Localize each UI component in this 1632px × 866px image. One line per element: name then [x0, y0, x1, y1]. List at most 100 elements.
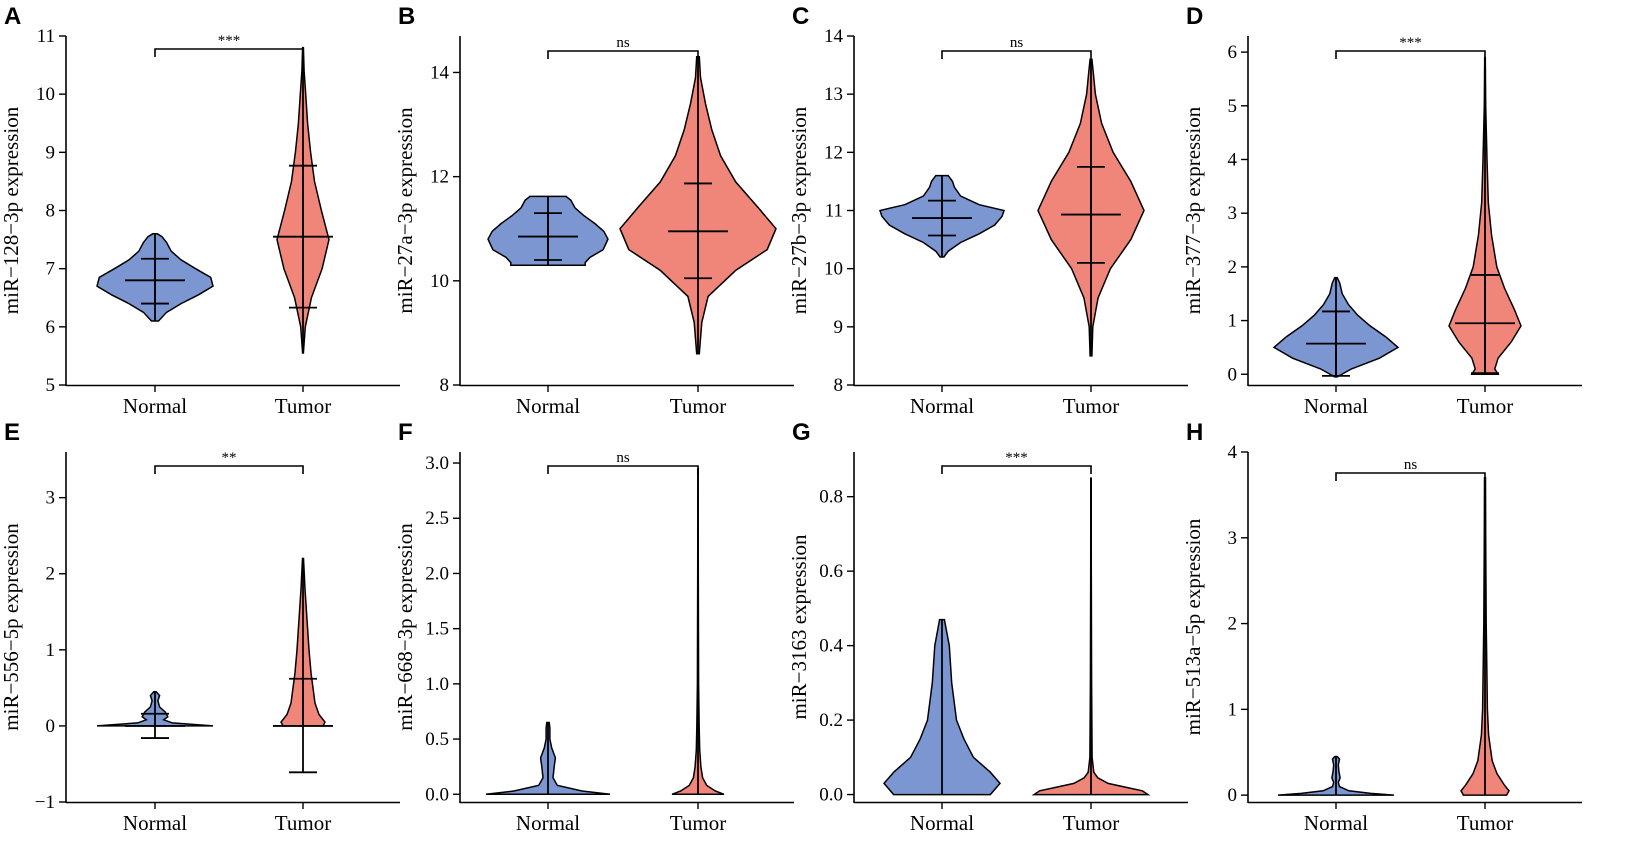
- significance-bracket: [941, 50, 1092, 59]
- y-axis-label: miR−556−5p expression: [0, 523, 23, 731]
- panel-letter: H: [1186, 419, 1203, 446]
- y-tick-label: 6: [46, 317, 56, 338]
- y-tick-label: 10: [824, 259, 843, 280]
- y-tick-label: 1.5: [425, 619, 449, 640]
- significance-bracket: [154, 465, 304, 474]
- x-tick-label-normal: Normal: [1304, 394, 1368, 418]
- y-tick-label: 3: [46, 488, 56, 509]
- y-tick-label: 0.0: [819, 785, 843, 806]
- y-tick-label: 9: [834, 317, 844, 338]
- y-tick-label: −1: [35, 792, 55, 813]
- panel-h: H 0 1 2 3 4 miR−513a−5p expression Normal Tumor n…: [1181, 419, 1582, 835]
- x-tick-label-normal: Normal: [1304, 811, 1368, 835]
- significance-label: ns: [1010, 35, 1024, 51]
- significance-label: ns: [616, 35, 630, 51]
- y-tick-label: 7: [46, 259, 56, 280]
- panel-f: F 0.0 0.5 1.0 1.5 2.0 2.5 3.0 miR−668−3p express…: [393, 419, 794, 835]
- y-tick-label: 1: [1228, 699, 1238, 720]
- y-tick-label: 0.8: [819, 487, 843, 508]
- significance-bracket: [154, 48, 304, 57]
- y-tick-label: 2.5: [425, 508, 449, 529]
- y-tick-label: 4: [1228, 149, 1238, 170]
- x-tick-label-tumor: Tumor: [670, 811, 726, 835]
- panel-a: A 5 6 7 8 9 10 11 miR−128−3p expression Normal Tum…: [0, 3, 400, 418]
- y-tick-label: 13: [824, 84, 843, 105]
- significance-bracket: [547, 465, 699, 474]
- y-tick-label: 12: [430, 167, 449, 188]
- x-tick-label-tumor: Tumor: [275, 811, 331, 835]
- y-tick-label: 10: [36, 84, 55, 105]
- y-tick-label: 5: [46, 375, 56, 396]
- x-tick-label-normal: Normal: [123, 811, 187, 835]
- y-tick-label: 0.2: [819, 710, 843, 731]
- y-tick-label: 5: [1228, 96, 1238, 117]
- y-tick-label: 0: [1228, 364, 1238, 385]
- y-tick-label: 8: [440, 375, 450, 396]
- y-axis-label: miR−27b−3p expression: [787, 106, 811, 314]
- panel-letter: E: [4, 419, 20, 446]
- y-tick-label: 3: [1228, 203, 1238, 224]
- y-tick-label: 0.0: [425, 784, 449, 805]
- significance-label: ***: [1399, 35, 1422, 51]
- panel-b: B 8 10 12 14 miR−27a−3p expression Normal Tumor…: [393, 3, 794, 418]
- significance-bracket: [1335, 50, 1486, 59]
- y-tick-label: 0.4: [819, 636, 843, 657]
- significance-label: **: [222, 450, 237, 466]
- y-tick-label: 1.0: [425, 674, 449, 695]
- y-tick-label: 0.6: [819, 561, 843, 582]
- y-axis-label: miR−377−3p expression: [1181, 106, 1205, 314]
- y-tick-label: 14: [824, 26, 844, 47]
- panel-letter: D: [1186, 3, 1203, 30]
- significance-label: ***: [218, 33, 241, 49]
- x-tick-label-normal: Normal: [123, 394, 187, 418]
- x-tick-label-normal: Normal: [516, 811, 580, 835]
- y-tick-label: 4: [1228, 442, 1238, 463]
- y-tick-label: 3: [1228, 528, 1238, 549]
- y-tick-label: 11: [37, 26, 55, 47]
- y-tick-label: 2: [1228, 614, 1238, 635]
- y-axis-label: miR−27a−3p expression: [393, 107, 417, 314]
- y-tick-label: 2: [46, 564, 56, 585]
- panel-c: C 8 9 10 11 12 13 14 miR−27b−3p expression Normal…: [787, 3, 1188, 418]
- x-tick-label-tumor: Tumor: [1063, 394, 1119, 418]
- y-tick-label: 8: [46, 201, 56, 222]
- significance-bracket: [941, 465, 1092, 474]
- y-tick-label: 0: [1228, 785, 1238, 806]
- panel-letter: C: [792, 3, 809, 30]
- y-tick-label: 9: [46, 142, 56, 163]
- y-tick-label: 14: [430, 62, 450, 83]
- panel-g: G 0.0 0.2 0.4 0.6 0.8 miR−3163 expression Norma…: [787, 419, 1188, 835]
- y-tick-label: 2.0: [425, 563, 449, 584]
- y-tick-label: 11: [825, 201, 843, 222]
- x-tick-label-tumor: Tumor: [275, 394, 331, 418]
- y-tick-label: 12: [824, 142, 843, 163]
- panel-letter: F: [398, 419, 413, 446]
- y-tick-label: 2: [1228, 257, 1238, 278]
- panel-d: D 0 1 2 3 4 5 6 miR−377−3p expression Normal Tumor…: [1181, 3, 1582, 418]
- y-axis-label: miR−668−3p expression: [393, 523, 417, 731]
- x-tick-label-tumor: Tumor: [1063, 811, 1119, 835]
- x-tick-label-tumor: Tumor: [1457, 811, 1513, 835]
- panel-letter: G: [792, 419, 811, 446]
- significance-bracket: [547, 50, 699, 59]
- significance-bracket: [1335, 472, 1486, 481]
- significance-label: ns: [616, 450, 630, 466]
- y-tick-label: 10: [430, 271, 449, 292]
- y-tick-label: 0: [46, 716, 56, 737]
- y-tick-label: 1: [1228, 311, 1238, 332]
- significance-label: ns: [1404, 457, 1418, 473]
- x-tick-label-tumor: Tumor: [1457, 394, 1513, 418]
- y-tick-label: 8: [834, 375, 844, 396]
- x-tick-label-normal: Normal: [910, 811, 974, 835]
- y-tick-label: 3.0: [425, 453, 449, 474]
- panel-e: E −1 0 1 2 3 miR−556−5p expression Normal Tumor *…: [0, 419, 400, 835]
- significance-label: ***: [1005, 450, 1028, 466]
- x-tick-label-normal: Normal: [910, 394, 974, 418]
- y-tick-label: 0.5: [425, 729, 449, 750]
- panel-letter: B: [398, 3, 415, 30]
- y-tick-label: 6: [1228, 42, 1238, 63]
- panel-letter: A: [4, 3, 21, 30]
- y-axis-label: miR−128−3p expression: [0, 106, 23, 314]
- y-tick-label: 1: [46, 640, 56, 661]
